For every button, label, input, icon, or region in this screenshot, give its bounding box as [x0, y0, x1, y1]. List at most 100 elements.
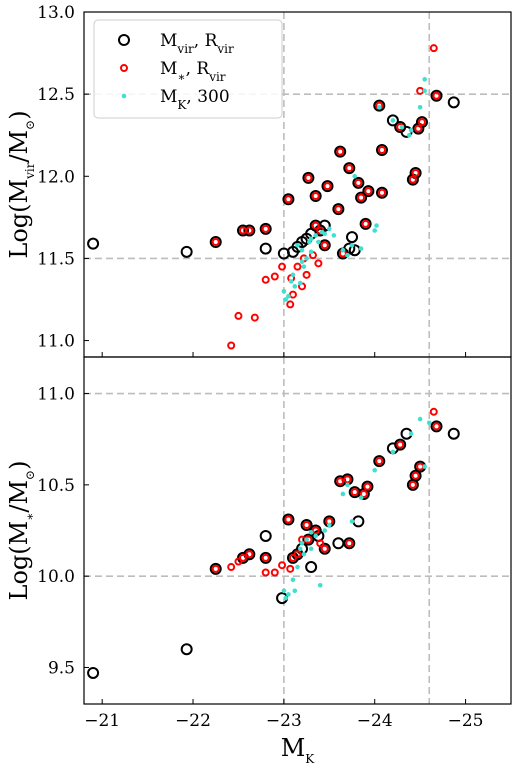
- point-mk300-19: [408, 431, 414, 437]
- point-mvir-30: [359, 217, 372, 230]
- point-mk300-17: [372, 467, 378, 473]
- legend-marker-mk300: [121, 93, 127, 99]
- legend-marker-mvir: [118, 34, 130, 46]
- point-mk300-6: [295, 242, 300, 248]
- point-mk300-8: [299, 247, 305, 253]
- point-mvir-0: [87, 666, 100, 679]
- point-mvir-26: [346, 231, 359, 244]
- point-mk300-7: [297, 280, 303, 286]
- ytick-label-4: 13.0: [37, 3, 75, 23]
- point-mstar-27: [396, 440, 405, 449]
- label-part-pre: M: [160, 59, 177, 79]
- xtick-label-2: −23: [266, 711, 302, 731]
- point-mvir-20: [321, 180, 334, 193]
- point-mk300-12: [308, 236, 314, 242]
- point-mstar-14: [302, 521, 311, 530]
- point-mvir-4: [243, 224, 256, 237]
- point-mvir-33: [375, 186, 388, 199]
- point-mstar-14: [293, 262, 302, 271]
- point-mk300-27: [399, 124, 405, 130]
- point-mvir-28: [352, 176, 365, 189]
- point-mvir-22: [343, 537, 356, 550]
- series-mk300: [281, 77, 427, 302]
- point-mstar-24: [320, 241, 329, 250]
- point-mstar-5: [250, 313, 259, 322]
- point-mstar-29: [345, 164, 354, 173]
- point-mk300-2: [286, 293, 291, 299]
- point-mstar-36: [377, 146, 386, 154]
- legend-label-mvir: Mvir, Rvir: [160, 31, 234, 56]
- point-mk300-9: [308, 530, 314, 535]
- point-mk300-0: [281, 588, 287, 594]
- point-mk300-5: [292, 284, 298, 289]
- point-mstar-7: [270, 568, 279, 577]
- point-mstar-43: [429, 44, 438, 53]
- point-mstar-5: [261, 553, 270, 562]
- label-part-post: ): [5, 461, 33, 470]
- point-mk300-4: [290, 272, 296, 278]
- point-mk300-16: [322, 231, 328, 237]
- point-mvir-22: [334, 145, 347, 158]
- point-mvir-5: [259, 222, 272, 235]
- plot-frame: [83, 356, 512, 705]
- point-mstar-29: [411, 471, 420, 480]
- point-mk300-28: [406, 132, 412, 138]
- point-mstar-25: [323, 182, 332, 191]
- point-mstar-9: [278, 262, 287, 271]
- point-mk300-23: [372, 228, 378, 233]
- point-mvir-32: [373, 99, 386, 112]
- point-mvir-43: [447, 96, 460, 109]
- point-mvir-1: [180, 643, 193, 656]
- point-mstar-33: [364, 187, 373, 196]
- label-part-pre: M: [281, 734, 306, 762]
- point-mstar-16: [311, 526, 320, 535]
- point-mvir-2: [209, 236, 222, 248]
- point-mstar-30: [354, 178, 363, 187]
- point-mk300-3: [290, 577, 296, 583]
- point-mvir-29: [394, 438, 407, 451]
- xtick-label-1: −22: [175, 711, 211, 731]
- point-mvir-12: [300, 519, 313, 532]
- x-axis-label: MK: [281, 734, 316, 766]
- point-mstar-22: [345, 539, 354, 548]
- point-mstar-10: [284, 195, 293, 204]
- point-mk300-10: [304, 256, 309, 261]
- label-part-mid: /M: [5, 130, 33, 163]
- panel-bottom: 9.5 10.0 10.5 11.0 −21 −22 −23 −24 −25 Log(M∗/M⊙)…: [5, 356, 512, 766]
- point-mvir-13: [302, 171, 315, 184]
- point-mvir-14: [305, 561, 318, 574]
- point-mvir-31: [362, 185, 375, 198]
- point-mk300-21: [352, 173, 358, 179]
- point-mvir-27: [373, 455, 386, 468]
- legend-label-mk300: MK, 300: [160, 87, 230, 112]
- point-mvir-6: [259, 529, 272, 542]
- point-mvir-17: [318, 542, 331, 555]
- point-mk300-14: [316, 239, 321, 245]
- point-mvir-21: [332, 203, 345, 216]
- point-mvir-3: [236, 224, 249, 237]
- y-axis-label: Log(M∗/M⊙): [5, 461, 37, 601]
- point-mvir-32: [409, 469, 422, 482]
- point-mk300-9: [301, 264, 307, 269]
- point-mvir-18: [318, 239, 331, 252]
- point-mvir-5: [259, 551, 272, 564]
- point-mstar-28: [408, 480, 417, 489]
- point-mvir-8: [282, 513, 295, 526]
- point-mstar-0: [211, 238, 220, 246]
- point-mk300-10: [313, 533, 318, 539]
- point-mstar-3: [238, 553, 247, 562]
- point-mk300-3: [288, 279, 294, 284]
- point-mk300-19: [345, 252, 350, 258]
- point-mk300-13: [326, 522, 332, 528]
- ytick-label-2: 12.0: [37, 167, 75, 187]
- point-mk300-33: [340, 247, 346, 253]
- point-mstar-4: [245, 226, 254, 235]
- label-part-pre: M: [160, 87, 177, 107]
- point-mk300-32: [408, 127, 414, 133]
- ytick-label-3: 12.5: [37, 85, 75, 105]
- xtick-label-3: −24: [357, 711, 393, 731]
- point-mstar-44: [432, 91, 441, 100]
